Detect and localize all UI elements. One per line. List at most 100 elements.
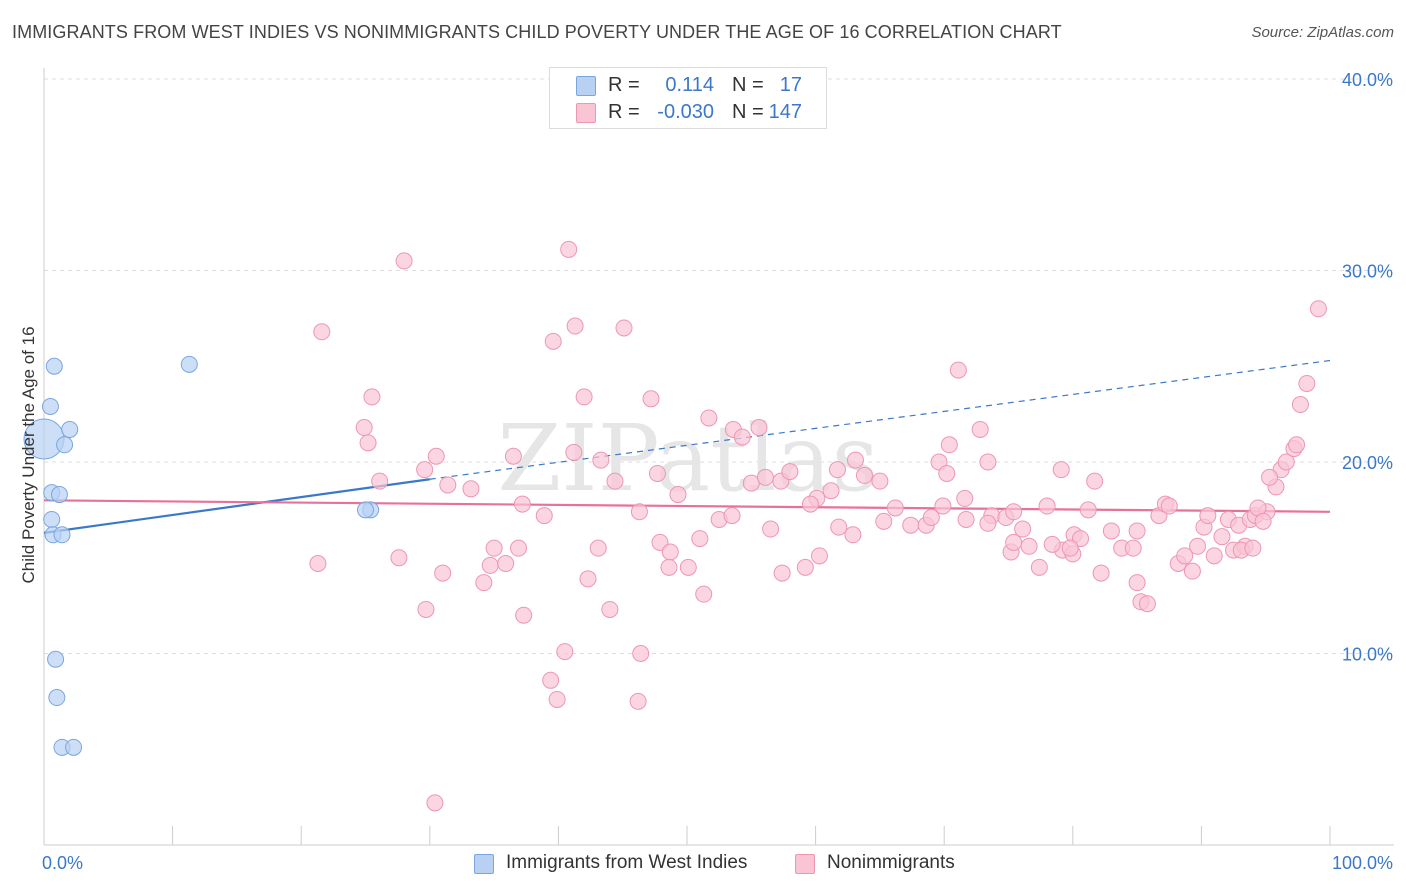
chart-title: IMMIGRANTS FROM WEST INDIES VS NONIMMIGR… — [12, 22, 1062, 42]
data-point-nonimmigrants — [886, 499, 904, 517]
data-point-nonimmigrants — [762, 520, 780, 538]
data-point-nonimmigrants — [566, 317, 584, 335]
data-point-nonimmigrants — [1030, 558, 1048, 576]
data-point-nonimmigrants — [934, 497, 952, 515]
data-point-west-indies — [65, 738, 83, 756]
data-point-nonimmigrants — [439, 476, 457, 494]
data-point-nonimmigrants — [1288, 436, 1306, 454]
data-point-nonimmigrants — [660, 558, 678, 576]
data-point-west-indies — [61, 420, 79, 438]
n-label: N = — [732, 74, 764, 96]
data-point-nonimmigrants — [956, 489, 974, 507]
data-point-nonimmigrants — [1092, 564, 1110, 582]
n-label: N = — [732, 101, 764, 123]
data-point-nonimmigrants — [1199, 507, 1217, 525]
data-point-nonimmigrants — [515, 606, 533, 624]
data-point-nonimmigrants — [648, 464, 666, 482]
data-point-nonimmigrants — [481, 556, 499, 574]
data-point-nonimmigrants — [669, 486, 687, 504]
data-point-nonimmigrants — [1038, 497, 1056, 515]
data-point-nonimmigrants — [723, 507, 741, 525]
data-point-nonimmigrants — [642, 390, 660, 408]
y-tick-label: 20.0% — [1342, 453, 1393, 473]
data-point-nonimmigrants — [979, 514, 997, 532]
data-point-nonimmigrants — [844, 526, 862, 544]
data-point-nonimmigrants — [750, 419, 768, 437]
data-point-nonimmigrants — [1005, 503, 1023, 521]
data-point-nonimmigrants — [632, 645, 650, 662]
data-point-nonimmigrants — [535, 507, 553, 525]
data-point-nonimmigrants — [1213, 528, 1231, 546]
data-point-nonimmigrants — [1309, 300, 1327, 318]
data-point-nonimmigrants — [427, 447, 445, 465]
data-point-nonimmigrants — [1244, 539, 1262, 557]
data-point-nonimmigrants — [695, 585, 713, 603]
data-point-nonimmigrants — [801, 495, 819, 513]
data-point-nonimmigrants — [1138, 595, 1156, 613]
data-point-nonimmigrants — [733, 428, 751, 446]
data-point-nonimmigrants — [416, 461, 434, 479]
data-point-nonimmigrants — [855, 466, 873, 484]
data-point-nonimmigrants — [700, 409, 718, 427]
r-label: R = — [608, 74, 640, 96]
data-point-nonimmigrants — [1014, 520, 1032, 538]
data-point-nonimmigrants — [592, 451, 610, 469]
data-point-nonimmigrants — [810, 547, 828, 565]
data-point-nonimmigrants — [828, 461, 846, 479]
r-value: 0.114 — [665, 74, 714, 96]
data-point-nonimmigrants — [971, 420, 989, 438]
data-point-nonimmigrants — [979, 453, 997, 471]
data-point-nonimmigrants — [1005, 533, 1023, 551]
data-point-nonimmigrants — [589, 539, 607, 557]
legend-label: Nonimmigrants — [827, 852, 955, 873]
data-point-nonimmigrants — [575, 388, 593, 406]
data-point-nonimmigrants — [1183, 562, 1201, 580]
n-value: 147 — [768, 101, 802, 123]
data-point-nonimmigrants — [781, 463, 799, 481]
data-point-nonimmigrants — [475, 574, 493, 592]
n-value: 17 — [779, 74, 802, 96]
legend-swatch-blue — [576, 76, 596, 96]
data-point-nonimmigrants — [822, 482, 840, 500]
trend-line-nonimmigrants — [43, 499, 1331, 513]
data-point-nonimmigrants — [395, 252, 413, 270]
data-point-nonimmigrants — [363, 388, 381, 406]
y-tick-label: 10.0% — [1342, 645, 1393, 665]
data-points — [23, 240, 1327, 812]
data-point-west-indies — [45, 357, 63, 375]
data-point-nonimmigrants — [548, 690, 566, 708]
data-point-nonimmigrants — [371, 472, 389, 490]
data-point-nonimmigrants — [359, 434, 377, 452]
trend-lines — [43, 359, 1331, 534]
data-point-nonimmigrants — [830, 518, 848, 536]
source-label: Source: ZipAtlas.com — [1251, 24, 1394, 41]
data-point-west-indies — [47, 650, 65, 668]
data-point-nonimmigrants — [629, 692, 647, 710]
data-point-nonimmigrants — [1176, 547, 1194, 565]
y-tick-label: 30.0% — [1342, 262, 1393, 282]
data-point-nonimmigrants — [513, 495, 531, 513]
tick-labels: 10.0% 20.0% 30.0% 40.0% 0.0% 100.0% — [42, 70, 1393, 873]
y-axis-label: Child Poverty Under the Age of 16 — [19, 326, 38, 583]
data-point-nonimmigrants — [1020, 537, 1038, 555]
legend-swatch-pink — [795, 854, 815, 874]
data-point-nonimmigrants — [434, 564, 452, 582]
data-point-nonimmigrants — [773, 564, 791, 582]
data-point-nonimmigrants — [1102, 522, 1120, 540]
data-point-nonimmigrants — [565, 443, 583, 461]
trend-line-west-indies — [43, 478, 430, 534]
data-point-nonimmigrants — [1298, 374, 1316, 392]
data-point-nonimmigrants — [1189, 537, 1207, 555]
data-point-nonimmigrants — [1124, 539, 1142, 557]
data-point-nonimmigrants — [556, 643, 574, 661]
data-point-nonimmigrants — [485, 539, 503, 557]
data-point-nonimmigrants — [742, 474, 760, 492]
data-point-nonimmigrants — [309, 554, 327, 572]
data-point-west-indies — [41, 397, 59, 415]
data-point-west-indies — [357, 501, 374, 519]
data-point-nonimmigrants — [462, 480, 480, 498]
data-point-nonimmigrants — [1254, 512, 1272, 530]
data-point-nonimmigrants — [630, 503, 648, 521]
data-point-nonimmigrants — [949, 361, 967, 379]
trend-line-west-indies-extension — [429, 359, 1331, 480]
